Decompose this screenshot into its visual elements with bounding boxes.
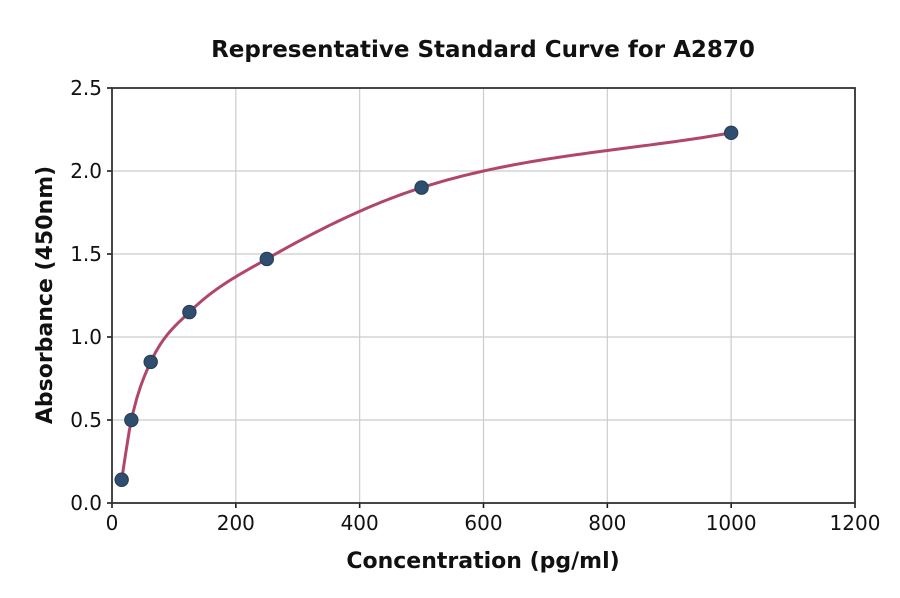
- x-axis-label: Concentration (pg/ml): [346, 549, 619, 574]
- y-tick-label: 2.0: [70, 159, 102, 183]
- y-tick-label: 0.5: [70, 408, 102, 432]
- x-tick-label: 1000: [706, 511, 757, 535]
- x-tick-label: 800: [588, 511, 626, 535]
- x-tick-label: 600: [464, 511, 502, 535]
- data-point: [259, 251, 274, 267]
- data-point: [182, 304, 197, 320]
- x-tick-label: 0: [106, 511, 119, 535]
- x-tick-label: 1200: [830, 511, 881, 535]
- data-series: [114, 125, 739, 487]
- y-tick-label: 1.0: [70, 325, 102, 349]
- data-point: [723, 125, 739, 141]
- plot-border: [111, 87, 856, 504]
- data-point: [414, 180, 429, 195]
- grid-lines: [111, 87, 856, 504]
- y-tick-label: 2.5: [70, 76, 102, 100]
- tick-labels: 0 200 400 600 800 1000 1200 0.0 0.5 1.0 1.5 2.0 2.5: [70, 76, 880, 535]
- axis-ticks: [107, 87, 856, 508]
- x-tick-label: 200: [217, 511, 255, 535]
- y-tick-label: 0.0: [70, 491, 102, 515]
- data-point: [124, 412, 139, 428]
- chart-title: Representative Standard Curve for A2870: [211, 37, 755, 63]
- data-point: [114, 472, 129, 487]
- data-point: [143, 354, 158, 370]
- y-axis-label: Absorbance (450nm): [33, 166, 58, 424]
- x-tick-label: 400: [341, 511, 379, 535]
- y-tick-label: 1.5: [70, 242, 102, 266]
